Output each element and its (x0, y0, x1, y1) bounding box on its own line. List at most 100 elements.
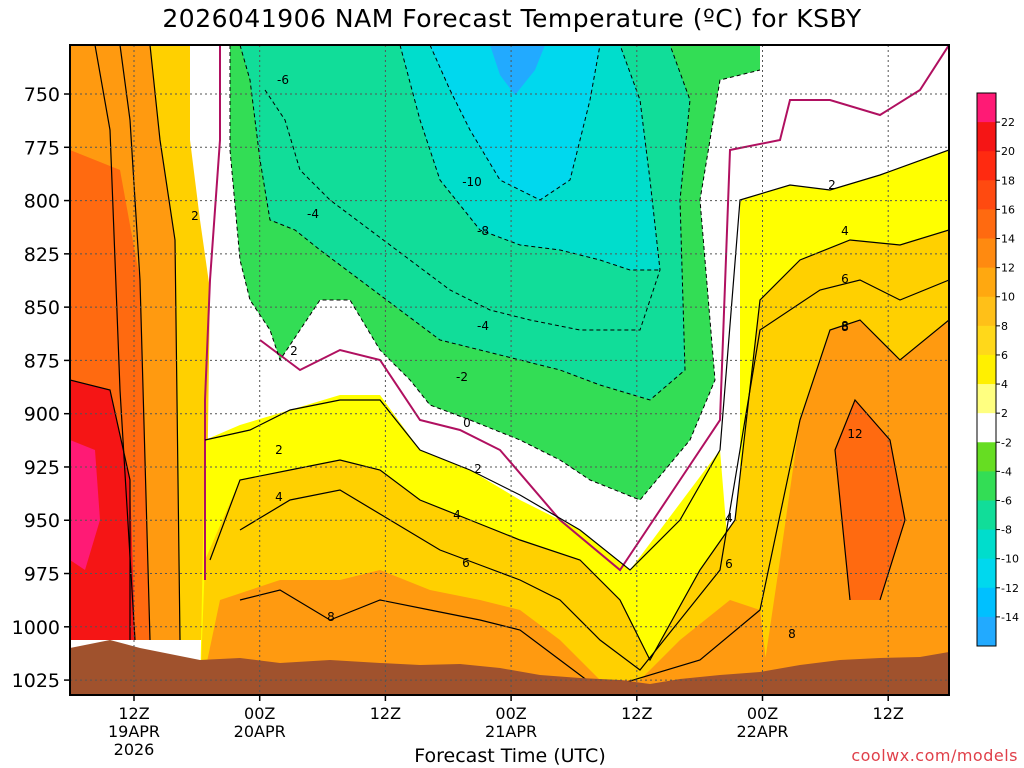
chart-title: 2026041906 NAM Forecast Temperature (ºC)… (162, 4, 862, 33)
isotherm-0-left (204, 45, 221, 580)
colorbar-label-0: 22 (1001, 116, 1015, 129)
colorbar-segment-9 (977, 354, 996, 385)
x-tick-label-3: 00Z (495, 704, 526, 723)
contour-label-14: 6 (462, 556, 470, 570)
x-tick-sublabel-3-0: 21APR (485, 722, 537, 741)
colorbar-label-6: 10 (1001, 291, 1015, 304)
colorbar-segment-12 (977, 442, 996, 472)
x-tick-sublabel-0-0: 19APR (108, 722, 160, 741)
colorbar-label-13: -6 (1001, 494, 1012, 507)
plot-frame (69, 44, 950, 696)
colorbar-label-3: 16 (1001, 203, 1015, 216)
zone-warm-right-red (835, 400, 905, 600)
x-tick-label-4: 12Z (621, 704, 652, 723)
isotherm-left-a (149, 45, 181, 641)
contour-label-0: -6 (277, 73, 289, 87)
colorbar-segment-4 (977, 209, 996, 240)
colorbar-label-8: 6 (1001, 349, 1008, 362)
grid-lines (70, 45, 949, 695)
isotherm-neg4-line (239, 45, 691, 401)
isotherm-0-mid (259, 45, 949, 572)
contour-label-5: -2 (456, 370, 468, 384)
colorbar-label-1: 20 (1001, 145, 1015, 158)
colorbar-label-15: -10 (1001, 553, 1019, 566)
colorbar-segment-0 (977, 93, 996, 123)
colorbar-segment-13 (977, 471, 996, 501)
colorbar-label-11: -2 (1001, 436, 1012, 449)
contour-label-3: -8 (477, 224, 489, 238)
colorbar-segment-8 (977, 325, 996, 356)
contour-label-16: 8 (327, 610, 335, 624)
colorbar-segment-15 (977, 529, 996, 560)
contour-label-18: 8 (841, 319, 849, 333)
isotherm-neg8-line (399, 45, 660, 271)
zone-cold-lightcyan (430, 45, 600, 200)
y-tick-label-975: 975 (24, 564, 60, 586)
colorbar-segment-11 (977, 413, 996, 443)
contour-label-2: -10 (462, 175, 482, 189)
y-tick-label-900: 900 (24, 404, 60, 426)
ground-terrain (70, 640, 949, 695)
y-tick-label-750: 750 (24, 84, 60, 106)
contour-label-12: 4 (453, 508, 461, 522)
contour-label-6: 0 (463, 416, 471, 430)
y-tick-label-775: 775 (24, 137, 60, 159)
contour-label-22: 6 (841, 272, 849, 286)
y-tick-label-825: 825 (24, 244, 60, 266)
colorbar-label-9: 4 (1001, 378, 1008, 391)
x-tick-sublabel-5-0: 22APR (736, 722, 788, 741)
contour-label-11: 4 (275, 490, 283, 504)
isotherm-neg6-line (264, 45, 661, 331)
contour-label-13: 4 (725, 511, 733, 525)
colorbar-segment-7 (977, 296, 996, 327)
colorbar-label-7: 8 (1001, 320, 1008, 333)
colorbar-label-16: -12 (1001, 582, 1019, 595)
y-tick-label-1025: 1025 (12, 670, 60, 692)
y-axis: 750 775 800 825 850 875 900 925 950 975 1000 1025 (12, 84, 70, 692)
colorbar-label-2: 18 (1001, 174, 1015, 187)
contour-label-19: 12 (847, 427, 862, 441)
contour-label-20: 2 (828, 178, 836, 192)
colorbar-segment-6 (977, 267, 996, 298)
colorbar-segment-14 (977, 500, 996, 531)
colorbar-segment-10 (977, 384, 996, 414)
x-tick-label-6: 12Z (873, 704, 904, 723)
isotherm-neg2-line (229, 45, 761, 501)
colorbar-segment-5 (977, 238, 996, 269)
contour-label-1: -4 (307, 207, 319, 221)
colorbar-label-10: 2 (1001, 407, 1008, 420)
isotherm-left-c (94, 45, 136, 641)
isotherm-8-line (239, 319, 949, 691)
x-tick-label-2: 12Z (370, 704, 401, 723)
contour-label-4: -4 (477, 319, 489, 333)
y-tick-label-925: 925 (24, 457, 60, 479)
contour-label-7: 2 (191, 209, 199, 223)
credit-link[interactable]: coolwx.com/models (851, 746, 1018, 765)
x-axis-label: Forecast Time (UTC) (414, 745, 606, 767)
colorbar-label-4: 14 (1001, 233, 1015, 246)
contour-label-17: 8 (788, 627, 796, 641)
isotherm-left-b (119, 45, 151, 641)
isotherm-2-line (204, 149, 949, 571)
y-tick-label-850: 850 (24, 297, 60, 319)
colorbar-label-14: -8 (1001, 524, 1012, 537)
colorbar: 22 20 18 16 14 12 10 8 6 4 2 -2 -4 -6 -8 -10 -12 -14 (976, 92, 1019, 647)
x-tick-label-5: 00Z (747, 704, 778, 723)
zone-cold-blue (490, 45, 545, 95)
y-tick-label-1000: 1000 (12, 617, 60, 639)
colorbar-segment-16 (977, 558, 996, 589)
zone-warm-left-red (70, 380, 135, 640)
colorbar-label-17: -14 (1001, 611, 1019, 624)
isotherm-neg10-line (429, 45, 601, 201)
y-tick-label-950: 950 (24, 510, 60, 532)
contour-label-8: 2 (290, 344, 298, 358)
isotherm-left-d (70, 379, 131, 640)
contour-label-9: 2 (275, 443, 283, 457)
x-tick-sublabel-1-0: 20APR (234, 722, 286, 741)
zone-warm-left-magenta (70, 440, 100, 570)
y-tick-label-875: 875 (24, 350, 60, 372)
colorbar-label-12: -4 (1001, 465, 1012, 478)
